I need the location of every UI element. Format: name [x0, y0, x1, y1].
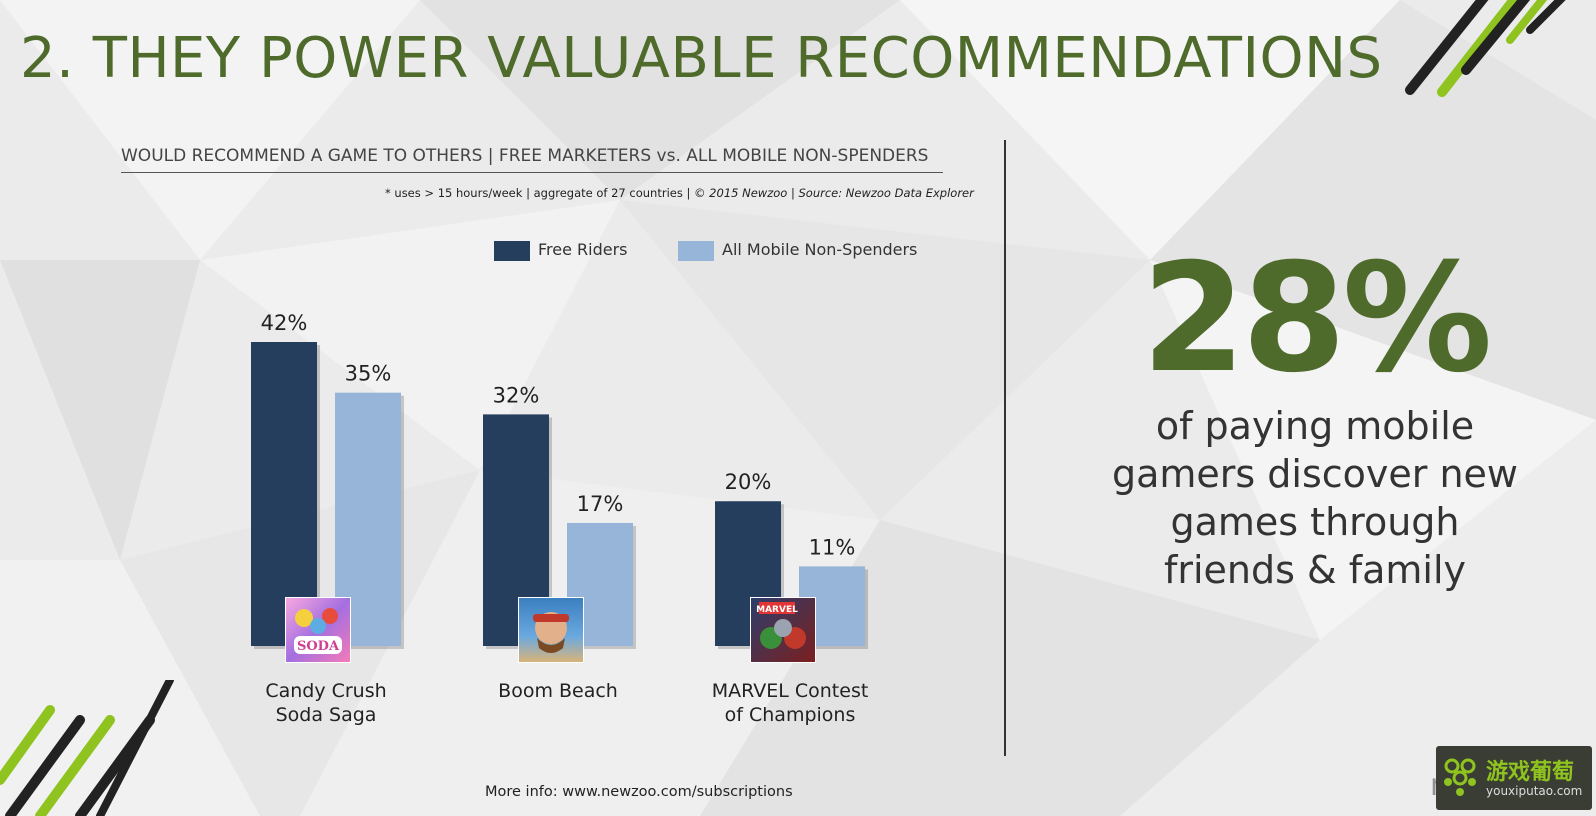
grapes-icon [1444, 758, 1476, 796]
vertical-divider [1004, 140, 1006, 756]
category-label: Candy Crush [265, 680, 386, 702]
svg-text:MARVEL: MARVEL [756, 605, 798, 615]
slide-title: 2. THEY POWER VALUABLE RECOMMENDATIONS [20, 26, 1383, 91]
legend-swatch-dark [494, 240, 530, 261]
bar-free-riders-0 [251, 342, 317, 646]
chart-note-source: © 2015 Newzoo | Source: Newzoo Data Expl… [694, 186, 974, 200]
legend-label: Free Riders [538, 240, 628, 259]
svg-text:SODA: SODA [297, 639, 340, 654]
marvel-contest-icon: MARVEL [750, 597, 816, 663]
boom-beach-icon [518, 597, 584, 663]
footer-more-info: More info: www.newzoo.com/subscriptions [485, 784, 793, 800]
headline-description: of paying mobile gamers discover new gam… [1111, 404, 1519, 592]
bar-value-label: 42% [261, 311, 308, 335]
decorative-stripes-top [1405, 0, 1566, 97]
category-label: Soda Saga [276, 704, 377, 726]
legend-label: All Mobile Non-Spenders [722, 240, 918, 259]
chart-source-note: * uses > 15 hours/week | aggregate of 27… [385, 186, 974, 200]
chart-note-text: * uses > 15 hours/week | aggregate of 27… [385, 186, 695, 200]
watermark-logo: 游戏葡萄 youxiputao.com [1436, 746, 1592, 810]
bar-value-label: 35% [345, 362, 392, 386]
bar-value-label: 20% [725, 470, 772, 494]
watermark-url: youxiputao.com [1486, 784, 1583, 798]
category-label: of Champions [725, 704, 856, 726]
decorative-stripes-bottom [0, 680, 174, 816]
bar-value-label: 17% [577, 492, 624, 516]
headline-percentage: 28% [1141, 232, 1492, 406]
bar-value-label: 11% [809, 535, 856, 559]
legend-swatch-light [678, 240, 714, 261]
legend-item-free-riders: Free Riders [494, 240, 628, 261]
legend-item-non-spenders: All Mobile Non-Spenders [678, 240, 917, 261]
bar-value-label: 32% [493, 383, 540, 407]
candy-crush-soda-icon: SODA [285, 597, 351, 663]
watermark-name: 游戏葡萄 [1486, 760, 1575, 785]
chart-title: WOULD RECOMMEND A GAME TO OTHERS | FREE … [121, 146, 943, 173]
category-label: MARVEL Contest [712, 680, 869, 702]
category-label: Boom Beach [498, 680, 618, 702]
